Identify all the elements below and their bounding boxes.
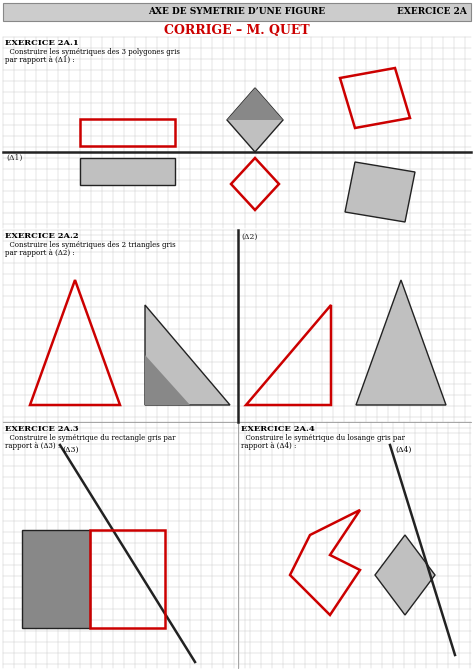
Text: EXERCICE 2A: EXERCICE 2A	[397, 7, 467, 17]
Text: par rapport à (Δ2) :: par rapport à (Δ2) :	[5, 249, 75, 257]
Text: EXERCICE 2A.4: EXERCICE 2A.4	[241, 425, 315, 433]
Polygon shape	[145, 355, 190, 405]
Bar	[3, 3, 471, 21]
Text: Construire les symétriques des 2 triangles gris: Construire les symétriques des 2 triangl…	[5, 241, 176, 249]
Text: EXERCICE 2A.1: EXERCICE 2A.1	[5, 39, 79, 47]
Polygon shape	[80, 158, 175, 185]
Text: rapport à (Δ4) :: rapport à (Δ4) :	[241, 442, 296, 450]
Polygon shape	[145, 305, 230, 405]
Text: Construire les symétriques des 3 polygones gris: Construire les symétriques des 3 polygon…	[5, 48, 180, 56]
Text: EXERCICE 2A.2: EXERCICE 2A.2	[5, 232, 79, 240]
Text: AXE DE SYMETRIE D’UNE FIGURE: AXE DE SYMETRIE D’UNE FIGURE	[148, 7, 326, 17]
Polygon shape	[345, 162, 415, 222]
Text: CORRIGE – M. QUET: CORRIGE – M. QUET	[164, 23, 310, 36]
Text: par rapport à (Δ1) :: par rapport à (Δ1) :	[5, 56, 75, 64]
Text: (Δ3): (Δ3)	[62, 446, 79, 454]
Text: EXERCICE 2A.3: EXERCICE 2A.3	[5, 425, 79, 433]
Polygon shape	[356, 280, 446, 405]
Text: Construire le symétrique du losange gris par: Construire le symétrique du losange gris…	[241, 434, 405, 442]
Polygon shape	[22, 530, 90, 628]
Polygon shape	[227, 88, 283, 120]
Polygon shape	[227, 88, 283, 152]
Text: (Δ2): (Δ2)	[241, 233, 257, 241]
Text: (Δ4): (Δ4)	[395, 446, 411, 454]
Text: (Δ1): (Δ1)	[6, 154, 22, 162]
Polygon shape	[375, 535, 435, 615]
Text: Construire le symétrique du rectangle gris par: Construire le symétrique du rectangle gr…	[5, 434, 175, 442]
Text: rapport à (Δ3) :: rapport à (Δ3) :	[5, 442, 60, 450]
